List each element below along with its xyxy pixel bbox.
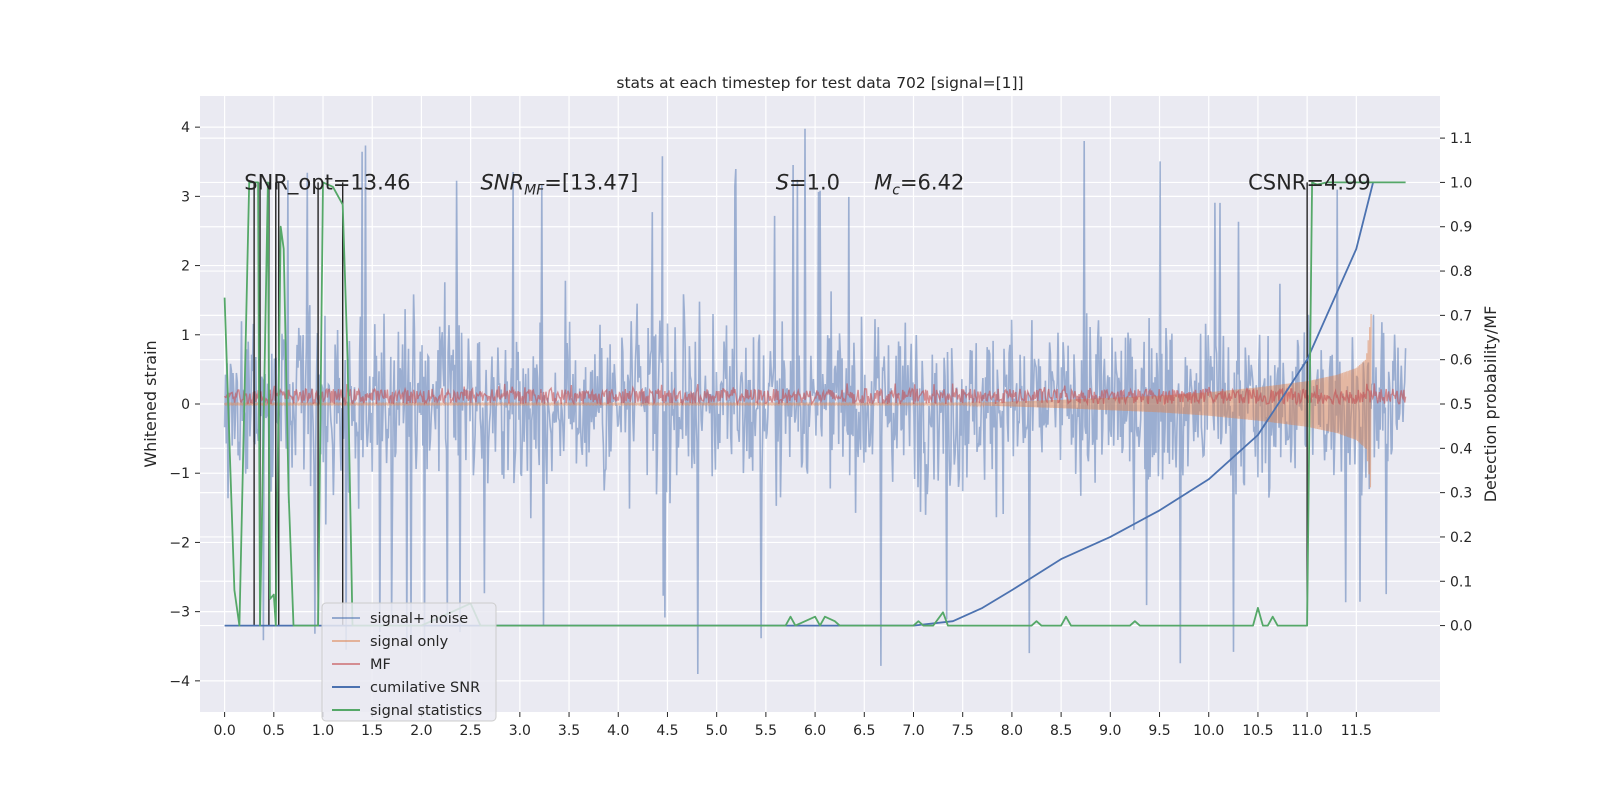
chart-title: stats at each timestep for test data 702… — [616, 74, 1023, 92]
y2-tick-label: 1.1 — [1450, 131, 1472, 147]
y2-tick-label: 0.0 — [1450, 619, 1472, 635]
y2-tick-label: 0.5 — [1450, 397, 1472, 413]
y-tick-label: −1 — [169, 466, 190, 482]
x-tick-label: 2.5 — [460, 723, 482, 739]
y2-tick-label: 0.8 — [1450, 264, 1472, 280]
data-layer — [223, 128, 1407, 675]
x-tick-label: 8.0 — [1001, 723, 1023, 739]
series-signal-statistics — [223, 181, 1406, 627]
y-tick-label: −3 — [169, 605, 190, 621]
x-tick-label: 4.5 — [656, 723, 678, 739]
x-tick-label: 2.0 — [410, 723, 432, 739]
x-tick-label: 6.0 — [804, 723, 826, 739]
annotation: S=1.0 — [776, 171, 840, 195]
x-tick-label: 10.0 — [1193, 723, 1224, 739]
x-tick-label: 5.0 — [706, 723, 728, 739]
x-tick-label: 5.5 — [755, 723, 777, 739]
y-tick-label: 3 — [181, 189, 190, 205]
x-tick-label: 11.5 — [1341, 723, 1372, 739]
y2-tick-label: 0.7 — [1450, 308, 1472, 324]
x-tick-label: 10.5 — [1242, 723, 1273, 739]
y-tick-label: −2 — [169, 535, 190, 551]
annotation: SNRMF=[13.47] — [480, 171, 638, 199]
x-tick-label: 9.0 — [1099, 723, 1121, 739]
annotation: Mc=6.42 — [874, 171, 964, 199]
y-tick-label: 1 — [181, 328, 190, 344]
x-tick-label: 0.0 — [213, 723, 235, 739]
y-tick-label: 2 — [181, 259, 190, 275]
x-tick-label: 4.0 — [607, 723, 629, 739]
x-tick-label: 7.5 — [952, 723, 974, 739]
y2-axis-label: Detection probability/MF — [1481, 306, 1500, 503]
series-signal-plus-noise — [223, 128, 1407, 675]
x-tick-label: 11.0 — [1292, 723, 1323, 739]
legend-label: MF — [370, 657, 391, 673]
annotations-layer: SNR_opt=13.46 SNRMF=[13.47] S=1.0 Mc=6.42 CS… — [244, 171, 1370, 199]
annotation: SNR_opt=13.46 — [244, 171, 410, 196]
y2-tick-label: 0.6 — [1450, 353, 1472, 369]
y2-tick-label: 0.1 — [1450, 574, 1472, 590]
axis-layer: 0.0 0.5 1.0 1.5 2.0 2.5 3.0 3.5 4.0 4.5 5.0 5.5 6.0 6… — [169, 120, 1472, 739]
x-tick-label: 6.5 — [853, 723, 875, 739]
series-signal-only — [224, 313, 1372, 488]
x-tick-label: 7.0 — [902, 723, 924, 739]
y2-tick-label: 0.2 — [1450, 530, 1472, 546]
series-cumulative-snr — [224, 182, 1374, 627]
x-tick-label: 3.5 — [558, 723, 580, 739]
x-tick-label: 0.5 — [263, 723, 285, 739]
legend-label: signal statistics — [370, 703, 482, 719]
y2-tick-label: 0.4 — [1450, 441, 1472, 457]
y2-tick-label: 0.9 — [1450, 220, 1472, 236]
y2-tick-label: 0.3 — [1450, 486, 1472, 502]
series-mf — [224, 383, 1407, 407]
y2-tick-label: 1.0 — [1450, 175, 1472, 191]
legend-box — [321, 602, 497, 722]
x-tick-label: 9.5 — [1148, 723, 1170, 739]
x-tick-label: 3.0 — [509, 723, 531, 739]
legend-label: signal+ noise — [370, 611, 468, 627]
y-tick-label: −4 — [169, 674, 190, 690]
legend-label: cumilative SNR — [370, 680, 480, 696]
legend-label: signal only — [370, 634, 449, 650]
annotation: CSNR=4.99 — [1248, 171, 1371, 195]
y-axis-label: Whitened strain — [141, 340, 160, 467]
y-tick-label: 4 — [181, 120, 190, 136]
legend: signal+ noise signal only MF cumilative SNR… — [321, 602, 497, 722]
curve-layer — [223, 181, 1406, 627]
x-tick-label: 8.5 — [1050, 723, 1072, 739]
x-tick-label: 1.0 — [312, 723, 334, 739]
y-tick-label: 0 — [181, 397, 190, 413]
x-tick-label: 1.5 — [361, 723, 383, 739]
